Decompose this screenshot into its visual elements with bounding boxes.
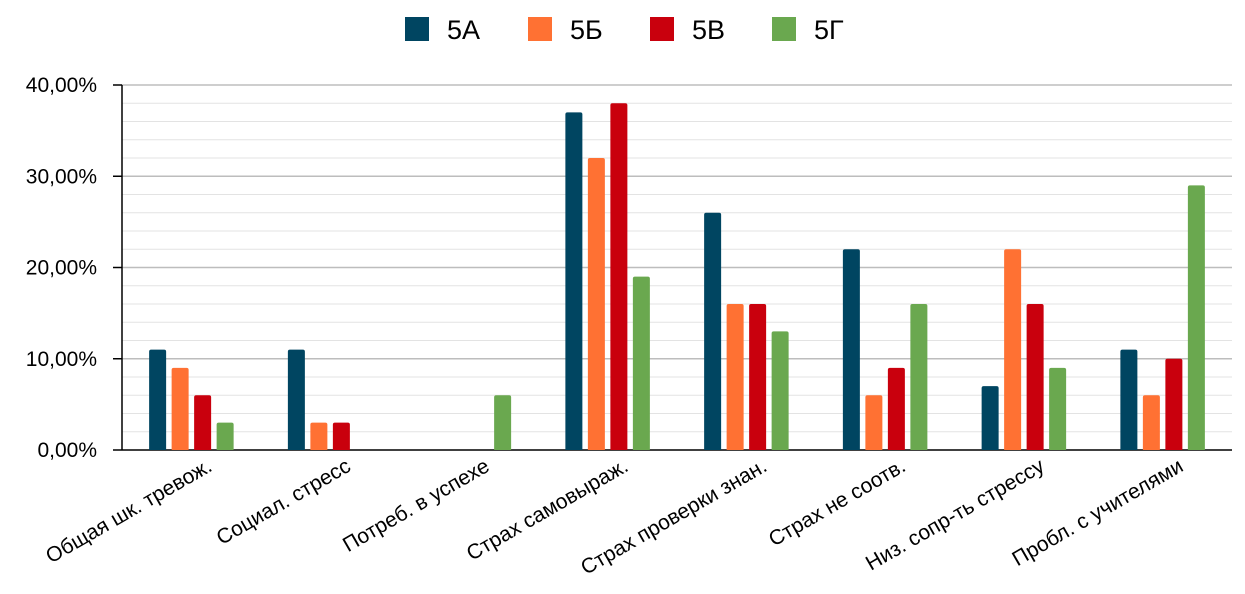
bar-5А-7 xyxy=(1120,349,1138,450)
bar-5В-6 xyxy=(1026,304,1044,450)
y-tick-label: 0,00% xyxy=(37,439,97,462)
bar-5В-7 xyxy=(1165,358,1183,450)
x-category-label: Общая шк. тревож. xyxy=(42,454,216,568)
bar-5Г-2 xyxy=(494,395,512,450)
bar-5В-4 xyxy=(749,304,767,450)
bar-5В-5 xyxy=(887,367,905,450)
chart-gridlines xyxy=(122,84,1232,433)
legend-label: 5А xyxy=(447,15,480,45)
legend-swatch xyxy=(528,17,552,41)
y-tick-label: 10,00% xyxy=(26,348,97,371)
bar-5А-5 xyxy=(842,249,860,450)
bar-5В-0 xyxy=(194,395,212,450)
bar-5Г-3 xyxy=(632,276,650,450)
bar-5Г-0 xyxy=(216,422,234,450)
chart-legend: 5А 5Б 5В 5Г xyxy=(405,15,844,45)
bar-5Б-3 xyxy=(587,158,605,450)
bar-5А-1 xyxy=(287,349,305,450)
bar-5Г-4 xyxy=(771,331,789,450)
bar-5Б-7 xyxy=(1142,395,1160,450)
y-axis-ticks: 0,00% 10,00% 20,00% 30,00% 40,00% xyxy=(26,74,122,462)
bar-5Г-5 xyxy=(910,304,928,450)
y-tick-label: 30,00% xyxy=(26,165,97,188)
legend-label: 5Г xyxy=(814,15,844,45)
bar-5Б-0 xyxy=(171,367,189,450)
y-tick-label: 20,00% xyxy=(26,257,97,280)
x-category-label: Социал. стресс xyxy=(213,454,355,549)
legend-swatch xyxy=(405,17,429,41)
bar-5А-3 xyxy=(565,112,583,450)
bar-5А-4 xyxy=(704,212,722,450)
bar-5Г-7 xyxy=(1187,185,1205,450)
legend-label: 5Б xyxy=(570,15,603,45)
bar-5Б-1 xyxy=(310,422,328,450)
y-tick-label: 40,00% xyxy=(26,74,97,97)
legend-swatch xyxy=(772,17,796,41)
bar-5А-0 xyxy=(149,349,167,450)
bar-5Г-6 xyxy=(1049,367,1067,450)
bar-5А-6 xyxy=(981,386,999,450)
legend-swatch xyxy=(650,17,674,41)
legend-label: 5В xyxy=(692,15,725,45)
bar-5Б-4 xyxy=(726,304,744,450)
x-category-label: Страх не соотв. xyxy=(765,454,910,551)
bar-5В-1 xyxy=(332,422,350,450)
bar-5Б-5 xyxy=(865,395,883,450)
chart-bars xyxy=(149,103,1205,450)
bar-5В-3 xyxy=(610,103,628,450)
bar-5Б-6 xyxy=(1004,249,1022,450)
